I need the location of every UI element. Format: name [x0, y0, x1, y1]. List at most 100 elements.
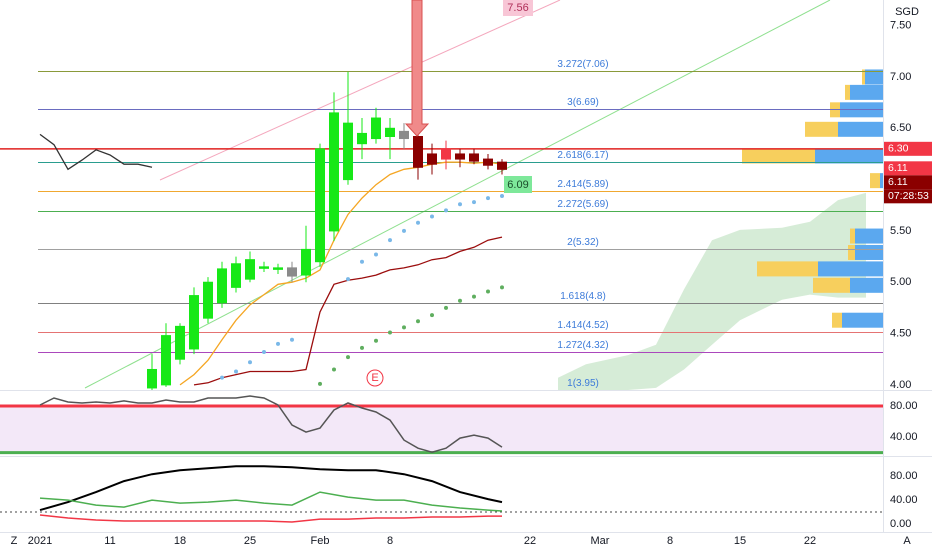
y-tick-label: 80.00: [890, 470, 918, 482]
y-tick-label: 0.00: [890, 518, 911, 530]
price-tag-label: 6.11: [888, 162, 908, 174]
x-tick-label: 15: [734, 535, 746, 547]
y-tick-label: 6.50: [890, 122, 911, 134]
sar-dot: [220, 375, 224, 380]
candle-body: [217, 268, 227, 304]
fib-label: 2.272(5.69): [557, 199, 608, 210]
sar-dot: [360, 345, 364, 350]
x-tick-label: Feb: [311, 535, 330, 547]
candle-body: [399, 130, 409, 140]
sar-dot: [388, 330, 392, 335]
volume-up: [855, 228, 883, 244]
y-tick-label: 7.50: [890, 20, 911, 32]
volume-up: [815, 148, 883, 164]
trend-tag: 7.56: [507, 2, 528, 14]
sar-dot: [472, 200, 476, 205]
fib-label: 1.618(4.8): [560, 291, 606, 302]
candle-body: [203, 281, 213, 319]
level-tag: 6.09: [507, 179, 528, 191]
volume-up: [855, 244, 883, 260]
sar-dot: [430, 313, 434, 318]
price-tag: [884, 161, 932, 176]
candle-body: [413, 136, 423, 168]
price-tag-label: 6.30: [888, 143, 909, 155]
candle-body: [469, 153, 479, 162]
level-band: [0, 406, 883, 453]
sar-dot: [416, 220, 420, 225]
candle-body: [245, 259, 255, 280]
candle-body: [175, 325, 185, 360]
sar-dot: [444, 208, 448, 213]
candle-body: [315, 148, 325, 263]
candle-body: [441, 148, 451, 160]
volume-up: [850, 277, 883, 293]
event-marker: [366, 369, 384, 387]
fib-label: 1.414(4.52): [557, 320, 608, 331]
sar-dot: [430, 214, 434, 219]
x-tick-label: 18: [174, 535, 186, 547]
auto-scale-button[interactable]: A: [903, 535, 911, 547]
sar-dot: [500, 285, 504, 290]
candle-body: [189, 295, 199, 350]
price-tag: [884, 189, 932, 204]
sar-dot: [416, 319, 420, 324]
oscillator-pane: [0, 465, 883, 523]
arrow-shape: [404, 0, 430, 137]
x-tick-label: 8: [387, 535, 393, 547]
x-tick-label: 11: [104, 535, 115, 547]
x-tick-label: 25: [244, 535, 256, 547]
sar-dot: [374, 252, 378, 257]
x-tick-label: Mar: [591, 535, 610, 547]
y-tick-label: 5.00: [890, 276, 911, 288]
sar-dot: [262, 350, 266, 355]
x-tick-label: 2021: [28, 535, 52, 547]
main-pane: 3.272(7.06) 3(6.69) 2.618(6.17) 2.414(5.89)…: [0, 59, 883, 390]
volume-up: [842, 312, 883, 328]
volume-down: [757, 261, 818, 277]
volume-down: [850, 228, 855, 244]
volume-up: [850, 84, 883, 100]
sar-dot: [332, 367, 336, 372]
candle-body: [455, 153, 465, 160]
candle-body: [343, 122, 353, 181]
fib-label: 2(5.32): [567, 237, 599, 248]
indicator-line: [39, 514, 502, 523]
cloud: [558, 192, 866, 390]
candle-body: [161, 335, 171, 386]
sar-dot: [374, 338, 378, 343]
volume-up: [865, 69, 883, 85]
event-marker-label: E: [371, 372, 378, 384]
trend-tag-box: [503, 0, 533, 16]
x-tick-label: 22: [524, 535, 536, 547]
zoom-button[interactable]: Z: [11, 535, 18, 547]
scale-button[interactable]: [6, 533, 22, 549]
sar-dot: [346, 355, 350, 360]
y-tick-label: 7.00: [890, 71, 911, 83]
y-tick-label: 4.50: [890, 327, 911, 339]
x-tick-label: 8: [667, 535, 673, 547]
candle-body: [287, 267, 297, 277]
indicator-line: [39, 395, 503, 453]
candle-body: [385, 127, 395, 138]
sar-dot: [486, 289, 490, 294]
volume-up: [818, 261, 883, 277]
fib-label: 1(3.95): [567, 378, 599, 389]
candle-body: [427, 153, 437, 165]
sar-dot: [346, 277, 350, 282]
sar-dot: [276, 341, 280, 346]
sar-dot: [318, 381, 322, 386]
candle-body: [357, 132, 367, 145]
background-layer: [0, 406, 883, 453]
sar-dot: [500, 194, 504, 199]
annotations: 7.56 6.09 E: [366, 0, 533, 387]
candle-body: [259, 266, 269, 269]
candle-body: [231, 263, 241, 288]
y-tick-label: 40.00: [890, 494, 918, 506]
volume-up: [838, 121, 883, 137]
sar-dot: [402, 228, 406, 233]
sar-dot: [458, 202, 462, 207]
indicator-line: [179, 161, 503, 386]
sar-dot: [234, 369, 238, 374]
price-tag: [884, 141, 932, 156]
sar-dot: [290, 337, 294, 342]
